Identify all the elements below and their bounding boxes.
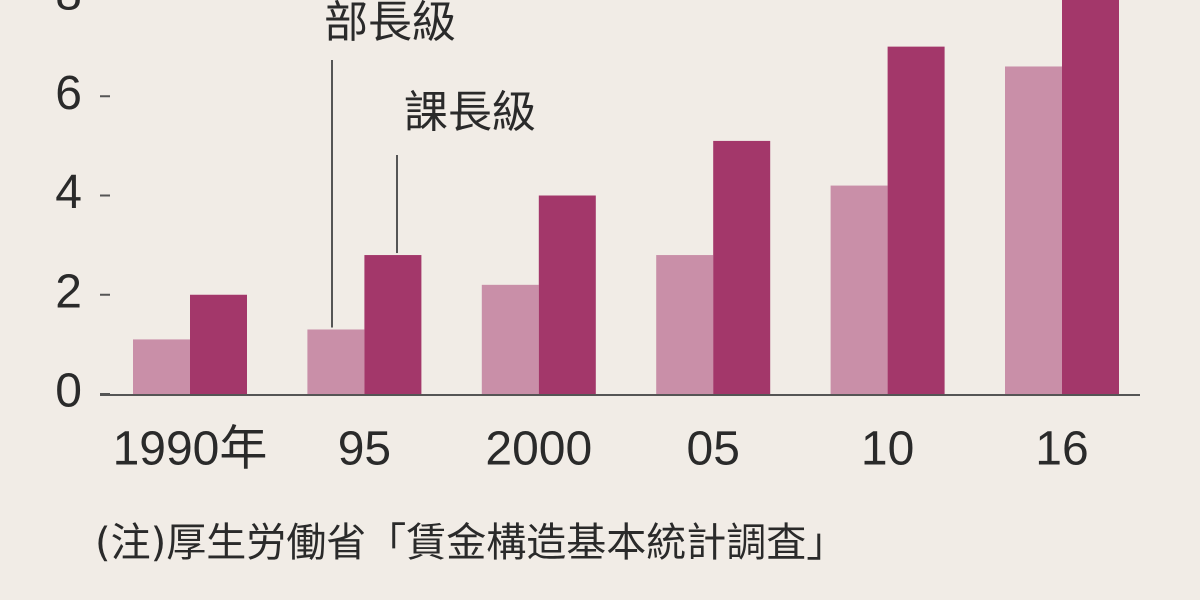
bar bbox=[190, 294, 247, 394]
x-tick-label: 10 bbox=[861, 423, 914, 476]
bar bbox=[481, 284, 539, 394]
y-tick-label: 4 bbox=[55, 166, 82, 219]
y-tick-label: 6 bbox=[55, 67, 82, 120]
note: (注)厚生労働省「賃金構造基本統計調査」 bbox=[95, 520, 846, 566]
x-tick-label: 95 bbox=[338, 423, 391, 476]
y-tick-label: 0 bbox=[55, 365, 82, 418]
x-tick-label: 2000 bbox=[485, 423, 592, 476]
bar bbox=[887, 46, 945, 394]
series-label: 課長級 bbox=[404, 87, 536, 138]
bar bbox=[1062, 0, 1119, 395]
bar bbox=[307, 329, 365, 394]
bar bbox=[656, 255, 714, 394]
series-label: 部長級 bbox=[324, 0, 456, 48]
bar bbox=[713, 140, 771, 394]
x-tick-label: 1990年 bbox=[113, 423, 268, 476]
y-tick-label: 8 bbox=[55, 0, 82, 21]
x-tick-label: 16 bbox=[1035, 423, 1088, 476]
bar bbox=[364, 255, 422, 394]
bar bbox=[1005, 66, 1062, 394]
bar bbox=[133, 339, 190, 394]
x-tick-label: 05 bbox=[687, 423, 740, 476]
bar bbox=[830, 185, 888, 394]
y-tick-label: 2 bbox=[55, 265, 82, 318]
bar bbox=[538, 195, 596, 394]
